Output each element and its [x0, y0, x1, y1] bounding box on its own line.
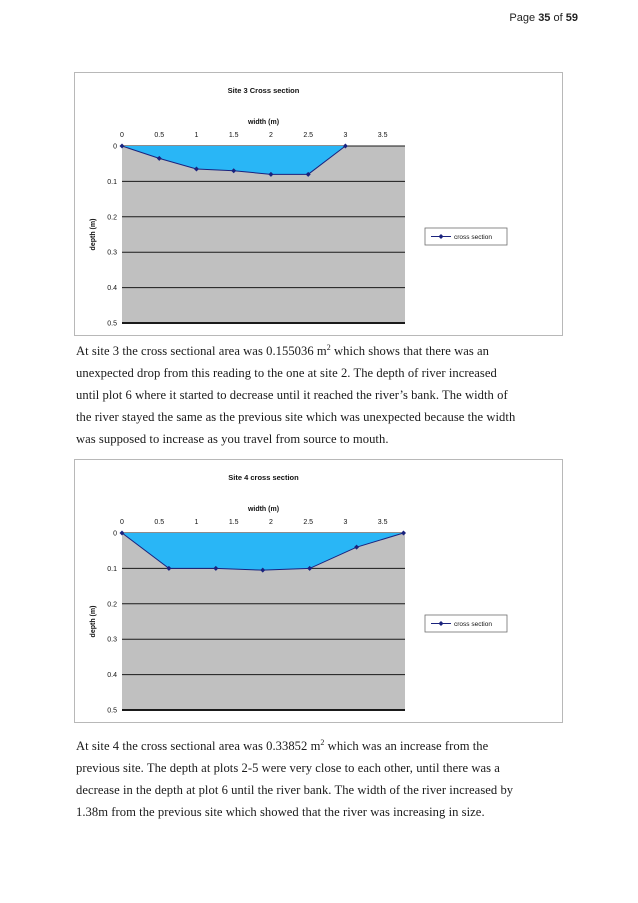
chart1-x-tick-label: 2: [269, 519, 273, 526]
chart1-data-point: [119, 530, 125, 536]
chart1-x-tick-label: 0.5: [154, 519, 164, 526]
site3-paragraph: At site 3 the cross sectional area was 0…: [76, 340, 566, 450]
site3-chart: Site 3 Cross section width (m) 0 0.5 1 1.5 2 2.…: [74, 72, 563, 336]
site3-line-1a: At site 3 the cross sectional area was 0…: [76, 344, 327, 358]
chart0-y-tick-label: 0.3: [107, 250, 117, 257]
chart1-data-point: [307, 565, 313, 571]
site4-sup: 2: [320, 737, 325, 747]
chart1-water-area: [122, 533, 404, 571]
chart1-y-axis-label: depth (m): [90, 606, 97, 638]
chart0-y-tick-label: 0.1: [107, 179, 117, 186]
chart1-x-tick-label: 2.5: [303, 519, 313, 526]
chart0-x-tick-label: 2.5: [303, 132, 313, 139]
chart1-y-tick-label: 0.2: [107, 601, 117, 608]
chart1-data-point: [354, 544, 360, 550]
chart0-data-point: [342, 143, 348, 149]
chart0-legend-box: [424, 227, 508, 246]
chart1-legend-marker: [438, 621, 444, 626]
chart0-x-tick-label: 1.5: [229, 132, 239, 139]
chart1-y-tick-label: 0.5: [107, 708, 117, 715]
chart0-x-tick-label: 0.5: [154, 132, 164, 139]
chart0-x-tick-label: 3.5: [378, 132, 388, 139]
site3-line-4: the river stayed the same as the previou…: [76, 410, 516, 424]
site3-chart-svg: Site 3 Cross section width (m) 0 0.5 1 1.5 2 2.…: [90, 86, 508, 328]
chart0-water-area: [122, 146, 346, 175]
site4-paragraph: At site 4 the cross sectional area was 0…: [76, 735, 566, 823]
chart0-data-point: [231, 168, 237, 174]
page-number: Page 35 of 59: [509, 12, 578, 24]
chart0-x-axis-label: width (m): [247, 119, 279, 126]
chart0-data-point: [119, 143, 125, 149]
site3-line-5: was supposed to increase as you travel f…: [76, 432, 389, 446]
site4-line-1b: which was an increase from the: [324, 739, 489, 753]
chart1-x-tick-label: 3.5: [378, 519, 388, 526]
site4-chart-svg: Site 4 cross section width (m) 0 0.5 1 1.5 2 2.…: [90, 473, 508, 715]
site3-sup: 2: [326, 342, 331, 352]
chart1-legend-box: [424, 614, 508, 633]
chart1-x-tick-label: 0: [120, 519, 124, 526]
chart1-x-tick-label: 1.5: [229, 519, 239, 526]
chart0-plot-area: [122, 146, 405, 323]
site4-line-1: At site 4 the cross sectional area was 0…: [76, 735, 566, 757]
chart0-y-tick-label: 0: [113, 144, 117, 151]
chart0-x-tick-label: 0: [120, 132, 124, 139]
chart1-y-tick-label: 0.1: [107, 566, 117, 573]
chart0-title: Site 3 Cross section: [228, 86, 300, 95]
site4-line-3: decrease in the depth at plot 6 until th…: [76, 783, 514, 797]
site4-line-1a: At site 4 the cross sectional area was 0…: [76, 739, 321, 753]
chart0-data-point: [268, 171, 274, 177]
site4-chart: Site 4 cross section width (m) 0 0.5 1 1.5 2 2.…: [74, 459, 563, 723]
chart1-y-tick-label: 0.3: [107, 637, 117, 644]
chart0-legend-label: cross section: [454, 234, 492, 241]
site4-line-4: 1.38m from the previous site which showe…: [76, 805, 485, 819]
chart1-y-tick-label: 0.4: [107, 672, 117, 679]
chart1-data-point: [401, 530, 407, 536]
chart1-data-point: [213, 565, 219, 571]
chart1-x-tick-label: 1: [195, 519, 199, 526]
site3-line-1: At site 3 the cross sectional area was 0…: [76, 340, 566, 362]
chart0-data-point: [156, 155, 162, 161]
site3-line-3: until plot 6 where it started to decreas…: [76, 388, 508, 402]
page-of: of: [553, 12, 563, 24]
site3-line-2: unexpected drop from this reading to the…: [76, 366, 497, 380]
chart0-y-tick-label: 0.5: [107, 321, 117, 328]
page-current: 35: [538, 12, 551, 24]
chart1-legend-label: cross section: [454, 621, 492, 628]
chart0-legend-marker: [438, 234, 444, 239]
chart0-y-tick-label: 0.2: [107, 214, 117, 221]
chart0-y-axis-label: depth (m): [90, 219, 97, 251]
chart1-x-tick-label: 3: [343, 519, 347, 526]
site4-line-2: previous site. The depth at plots 2-5 we…: [76, 761, 500, 775]
chart0-data-point: [305, 171, 311, 177]
chart1-y-tick-label: 0: [113, 531, 117, 538]
page-label: Page: [509, 12, 536, 24]
page-total: 59: [565, 12, 578, 24]
chart0-y-tick-label: 0.4: [107, 285, 117, 292]
site3-line-1b: which shows that there was an: [330, 344, 490, 358]
chart0-data-point: [193, 166, 199, 172]
chart0-x-tick-label: 2: [269, 132, 273, 139]
chart0-x-tick-label: 1: [195, 132, 199, 139]
chart1-data-point: [260, 567, 266, 573]
chart0-x-tick-label: 3: [343, 132, 347, 139]
chart1-data-point: [166, 565, 172, 571]
chart1-title: Site 4 cross section: [228, 473, 299, 482]
chart1-x-axis-label: width (m): [247, 506, 279, 513]
